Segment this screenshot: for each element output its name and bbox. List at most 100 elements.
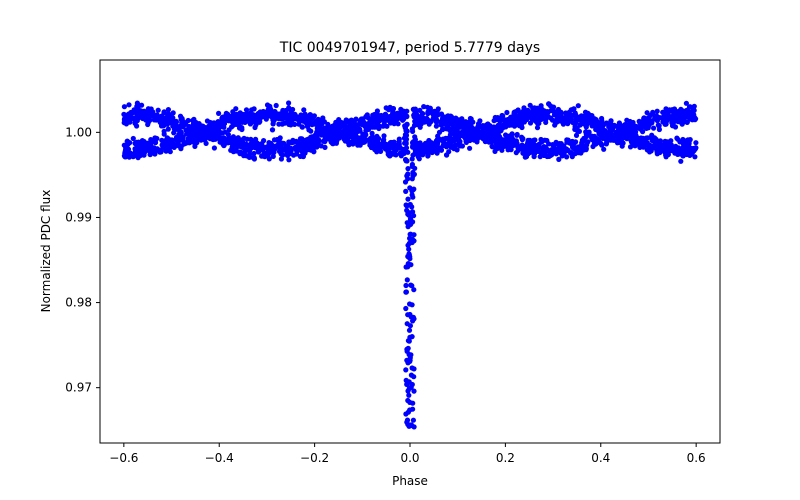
data-point <box>300 118 306 124</box>
data-point <box>151 145 157 151</box>
data-point <box>521 119 528 125</box>
data-point <box>426 138 432 144</box>
data-point <box>286 157 292 163</box>
data-point <box>654 108 660 114</box>
data-point <box>404 417 411 423</box>
data-point <box>189 139 195 145</box>
data-point <box>451 146 457 152</box>
data-point <box>642 139 649 145</box>
data-point <box>246 154 252 160</box>
data-point <box>504 135 510 141</box>
data-point <box>403 188 409 194</box>
data-point <box>406 327 413 333</box>
data-point <box>145 121 151 128</box>
data-point <box>410 417 416 423</box>
data-point <box>550 142 556 148</box>
data-point <box>375 136 382 142</box>
data-point <box>523 153 530 160</box>
data-point <box>216 110 222 116</box>
data-point <box>152 135 158 141</box>
data-point <box>250 116 256 122</box>
data-point <box>407 256 413 262</box>
data-point <box>230 134 236 140</box>
data-point <box>309 134 315 140</box>
data-point <box>305 122 311 128</box>
data-point <box>137 147 144 153</box>
data-point <box>405 409 411 415</box>
data-point <box>600 122 606 128</box>
data-point <box>407 355 413 361</box>
data-point <box>121 111 127 117</box>
data-point <box>274 111 281 117</box>
data-point <box>250 112 256 118</box>
data-point <box>283 113 289 119</box>
data-point <box>410 194 416 200</box>
data-point <box>403 132 410 138</box>
data-point <box>255 111 261 117</box>
x-tick-label: −0.4 <box>205 451 234 465</box>
data-point <box>501 142 507 148</box>
data-point <box>411 238 417 244</box>
data-point <box>411 232 417 238</box>
data-point <box>314 129 320 135</box>
data-point <box>294 114 300 120</box>
data-point <box>321 130 327 136</box>
data-point <box>535 143 542 149</box>
data-point <box>135 139 142 145</box>
data-point <box>519 111 525 117</box>
data-point <box>180 124 186 130</box>
data-point <box>409 381 415 388</box>
data-point <box>403 289 409 295</box>
data-point <box>454 117 461 123</box>
data-point <box>552 149 558 155</box>
data-point <box>251 155 257 161</box>
data-point <box>264 109 270 115</box>
data-point <box>407 185 413 191</box>
data-point <box>583 147 589 153</box>
data-point <box>141 152 147 158</box>
data-point <box>239 119 245 125</box>
data-point <box>528 146 534 152</box>
data-point <box>584 142 590 148</box>
data-point <box>409 302 415 308</box>
data-point <box>463 119 469 125</box>
data-point <box>283 108 289 114</box>
data-point <box>525 142 532 148</box>
data-point <box>339 133 346 139</box>
data-point <box>556 141 562 147</box>
data-point <box>127 115 133 121</box>
data-point <box>394 110 400 116</box>
data-point <box>404 173 410 179</box>
data-point <box>280 147 286 153</box>
data-point <box>637 126 643 132</box>
data-point <box>589 123 595 129</box>
data-point <box>519 124 525 131</box>
data-point <box>547 152 554 158</box>
data-point <box>467 145 473 151</box>
data-point <box>346 142 352 148</box>
data-point <box>447 132 453 138</box>
data-point <box>203 125 209 131</box>
data-point <box>244 136 250 142</box>
data-point <box>287 106 293 112</box>
data-point <box>682 114 688 121</box>
data-point <box>467 119 473 125</box>
data-point <box>409 161 415 168</box>
data-point <box>167 149 173 155</box>
data-point <box>657 115 664 121</box>
data-point <box>387 153 393 159</box>
data-point <box>270 121 276 127</box>
data-point <box>476 123 482 130</box>
data-point <box>409 283 415 289</box>
data-point <box>126 102 132 108</box>
data-point <box>214 128 220 134</box>
data-point <box>453 124 459 130</box>
data-point <box>578 150 584 156</box>
data-point <box>524 108 530 114</box>
data-point <box>489 143 495 149</box>
data-point <box>678 158 684 164</box>
data-point <box>325 121 331 127</box>
data-point <box>444 143 450 149</box>
data-point <box>656 123 662 129</box>
data-point <box>237 149 243 155</box>
